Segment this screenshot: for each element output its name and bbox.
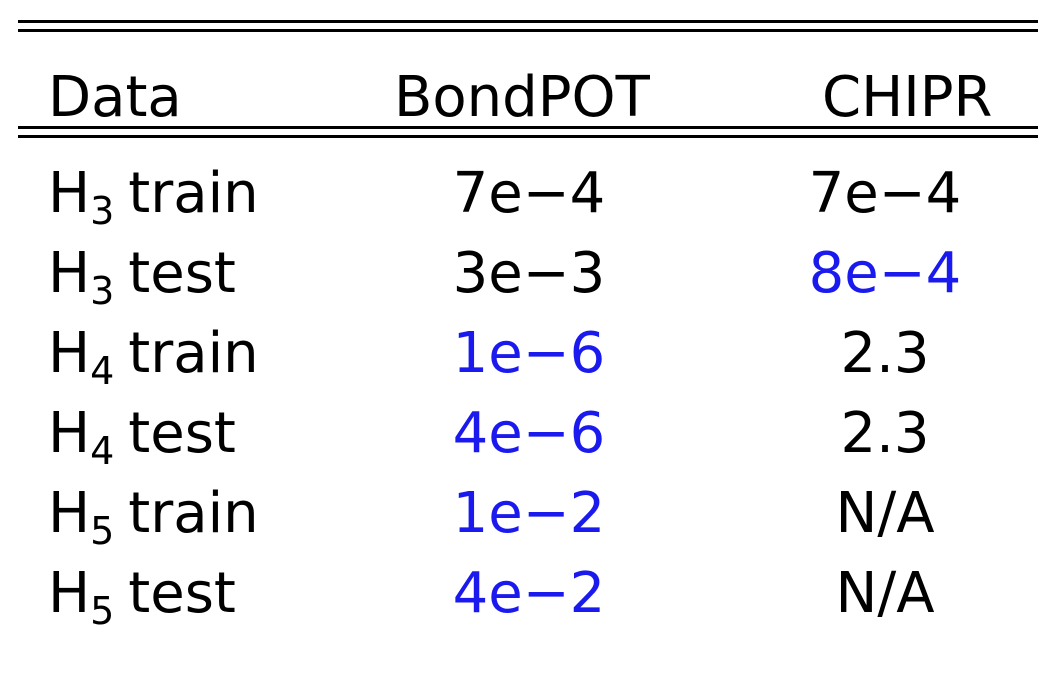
molecule-symbol: H <box>48 481 91 546</box>
split-label: train <box>128 321 259 386</box>
mid-rule-2 <box>18 135 1038 138</box>
row-label: H4 train <box>48 314 259 394</box>
bondpot-value: 3e−3 <box>452 241 606 306</box>
molecule-symbol: H <box>48 161 91 226</box>
chipr-value: 2.3 <box>840 321 930 386</box>
chipr-value: N/A <box>835 561 935 626</box>
header-row: Data BondPOT CHIPR <box>18 58 1038 138</box>
row-label: H3 train <box>48 154 259 234</box>
chipr-value: N/A <box>835 481 935 546</box>
molecule-subscript: 4 <box>90 349 115 393</box>
molecule-subscript: 3 <box>90 269 115 313</box>
chipr-value: 2.3 <box>840 401 930 466</box>
header-chipr: CHIPR <box>822 65 993 130</box>
row-label: H3 test <box>48 234 236 314</box>
chipr-value: 7e−4 <box>808 161 962 226</box>
molecule-subscript: 5 <box>90 589 115 633</box>
molecule-symbol: H <box>48 401 91 466</box>
table-row: H5 test 4e−2 N/A <box>18 554 1038 634</box>
row-label: H4 test <box>48 394 236 474</box>
row-label: H5 train <box>48 474 259 554</box>
row-label: H5 test <box>48 554 236 634</box>
chipr-value: 8e−4 <box>808 241 962 306</box>
bondpot-value: 4e−2 <box>452 561 606 626</box>
split-label: train <box>128 161 259 226</box>
table-row: H4 train 1e−6 2.3 <box>18 314 1038 394</box>
molecule-symbol: H <box>48 321 91 386</box>
table-row: H5 train 1e−2 N/A <box>18 474 1038 554</box>
header-bondpot: BondPOT <box>394 65 650 130</box>
table-row: H4 test 4e−6 2.3 <box>18 394 1038 474</box>
table-row: H3 train 7e−4 7e−4 <box>18 154 1038 234</box>
bondpot-value: 4e−6 <box>452 401 606 466</box>
molecule-subscript: 5 <box>90 509 115 553</box>
split-label: test <box>128 401 236 466</box>
molecule-subscript: 4 <box>90 429 115 473</box>
bondpot-value: 7e−4 <box>452 161 606 226</box>
molecule-symbol: H <box>48 561 91 626</box>
molecule-subscript: 3 <box>90 189 115 233</box>
mid-rule-1 <box>18 126 1038 129</box>
header-data: Data <box>48 65 182 130</box>
split-label: test <box>128 561 236 626</box>
bondpot-value: 1e−6 <box>452 321 606 386</box>
table-row: H3 test 3e−3 8e−4 <box>18 234 1038 314</box>
top-rule-1 <box>18 20 1038 23</box>
bondpot-value: 1e−2 <box>452 481 606 546</box>
split-label: test <box>128 241 236 306</box>
molecule-symbol: H <box>48 241 91 306</box>
split-label: train <box>128 481 259 546</box>
top-rule-2 <box>18 29 1038 32</box>
